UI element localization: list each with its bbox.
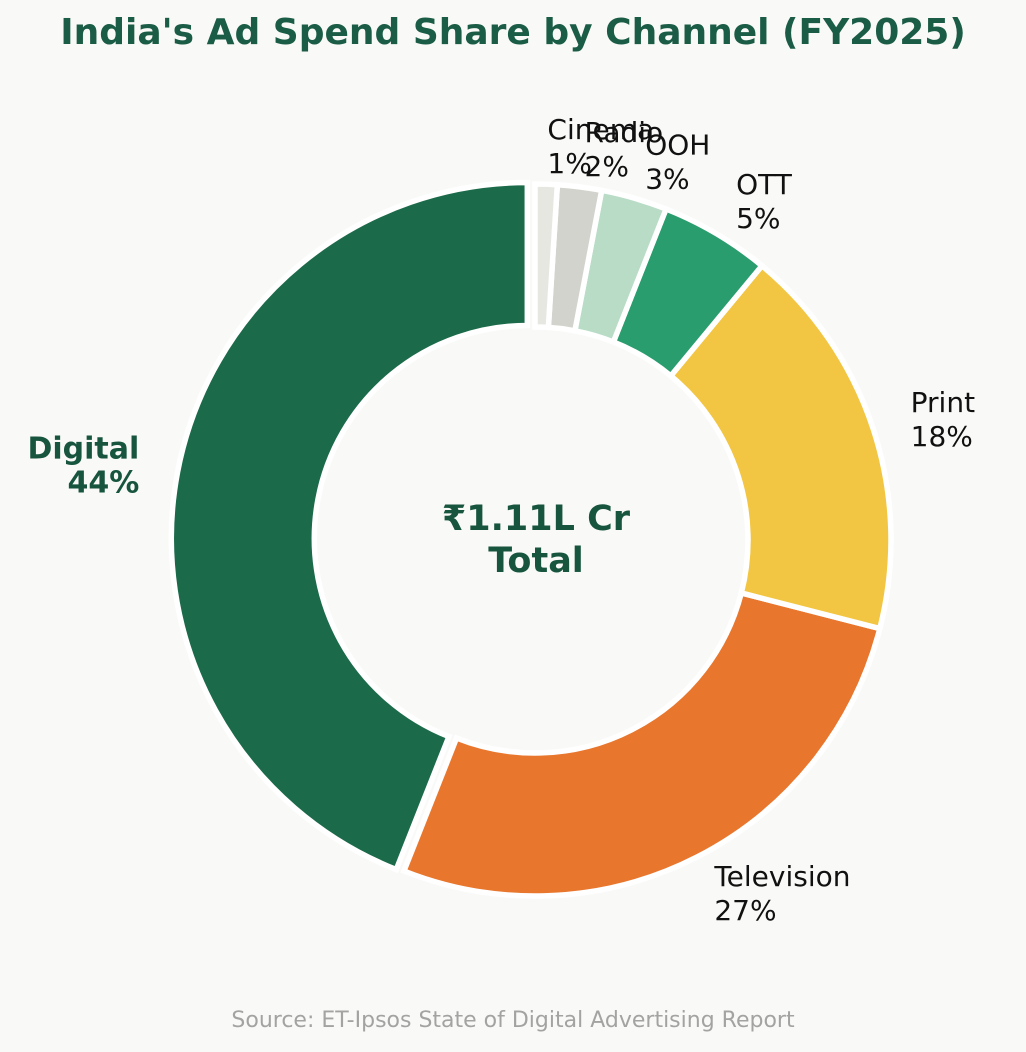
slice-label-ott: OTT 5% [736, 168, 793, 235]
chart-title: India's Ad Spend Share by Channel (FY202… [60, 12, 966, 53]
source-caption: Source: ET-Ipsos State of Digital Advert… [231, 1008, 795, 1033]
slice-label-radio: Radio 2% [585, 116, 664, 183]
slice-label-television: Television 27% [713, 860, 850, 927]
slice-digital [168, 179, 531, 874]
slice-cinema [532, 181, 561, 331]
slice-label-print: Print 18% [911, 386, 975, 453]
donut-center-label: ₹1.11L Cr Total [442, 498, 630, 582]
slice-print [666, 261, 894, 632]
slice-label-ooh: OOH 3% [645, 129, 710, 196]
total-value: ₹1.11L Cr [441, 499, 631, 539]
slice-label-cinema: Cinema 1% [547, 113, 654, 180]
total-caption: Total [488, 541, 584, 581]
slice-television [400, 589, 884, 899]
slice-label-digital: Digital 44% [27, 432, 139, 501]
